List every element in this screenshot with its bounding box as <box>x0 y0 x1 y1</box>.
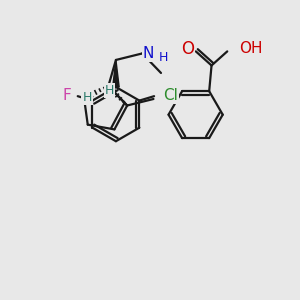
Text: H: H <box>159 51 168 64</box>
Text: H: H <box>82 91 92 104</box>
Polygon shape <box>113 60 119 87</box>
Text: F: F <box>62 88 71 103</box>
Text: Cl: Cl <box>163 88 178 103</box>
Text: H: H <box>105 84 114 97</box>
Text: N: N <box>143 46 154 61</box>
Text: O: O <box>181 40 194 58</box>
Text: OH: OH <box>240 41 263 56</box>
